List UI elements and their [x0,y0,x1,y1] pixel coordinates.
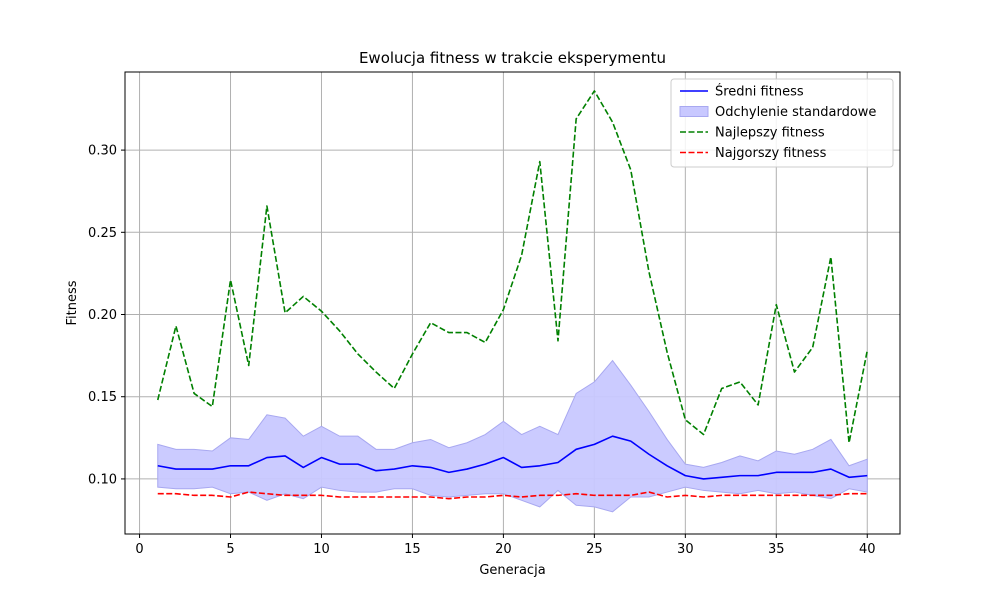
x-tick-label: 25 [586,542,603,557]
y-axis-label: Fitness [65,280,80,325]
y-tick-label: 0.10 [88,472,117,487]
chart-title: Ewolucja fitness w trakcie eksperymentu [359,49,666,67]
mean-fitness-line [157,435,868,480]
x-tick-label: 30 [677,542,694,557]
y-tick-label: 0.15 [88,390,117,405]
x-axis-label: Generacja [479,563,545,578]
best-fitness-line [156,90,869,444]
y-tick-label: 0.20 [88,308,117,323]
legend-label: Najgorszy fitness [715,146,827,161]
series-lines [156,90,869,500]
legend-label: Średni fitness [715,84,804,100]
y-tick-label: 0.30 [88,144,117,159]
x-tick-label: 5 [226,542,234,557]
legend: Średni fitness Odchylenie standardowe Najl… [670,78,894,168]
plot-frame [124,71,901,535]
legend-box [670,78,894,168]
x-tick-label: 20 [495,542,512,557]
x-tick-label: 35 [768,542,785,557]
x-tick-label: 0 [135,542,143,557]
std-band [157,359,868,513]
x-tick-label: 40 [859,542,876,557]
y-tick-label: 0.25 [88,226,117,241]
x-tick-label: 10 [313,542,330,557]
x-axis-ticks: 0 5 10 15 20 25 30 35 40 [135,534,876,557]
legend-swatch-band [679,106,709,117]
legend-label: Odchylenie standardowe [715,105,876,120]
legend-label: Najlepszy fitness [715,126,825,141]
std-band-layer [157,359,868,513]
worst-fitness-line [157,491,868,500]
y-axis-ticks: 0.10 0.15 0.20 0.25 0.30 [88,144,125,487]
x-tick-label: 15 [404,542,421,557]
